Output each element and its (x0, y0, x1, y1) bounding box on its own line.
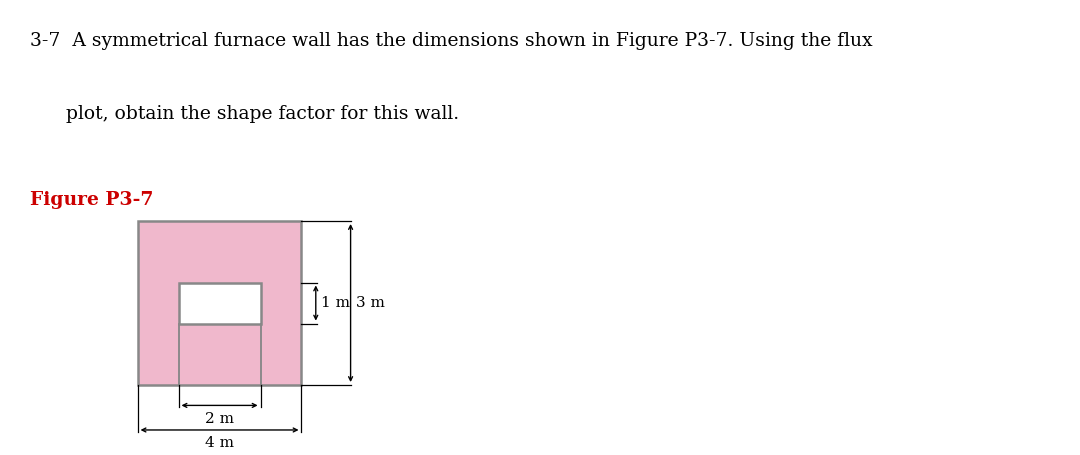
Text: Figure P3-7: Figure P3-7 (30, 191, 153, 209)
Text: 4 m: 4 m (205, 436, 234, 450)
Text: plot, obtain the shape factor for this wall.: plot, obtain the shape factor for this w… (30, 105, 459, 123)
Text: 3 m: 3 m (355, 296, 384, 310)
Text: 1 m: 1 m (321, 296, 350, 310)
Text: 2 m: 2 m (205, 411, 234, 425)
Bar (178, 283, 260, 324)
Text: 3-7  A symmetrical furnace wall has the dimensions shown in Figure P3-7. Using t: 3-7 A symmetrical furnace wall has the d… (30, 32, 873, 50)
Bar (137, 221, 301, 385)
